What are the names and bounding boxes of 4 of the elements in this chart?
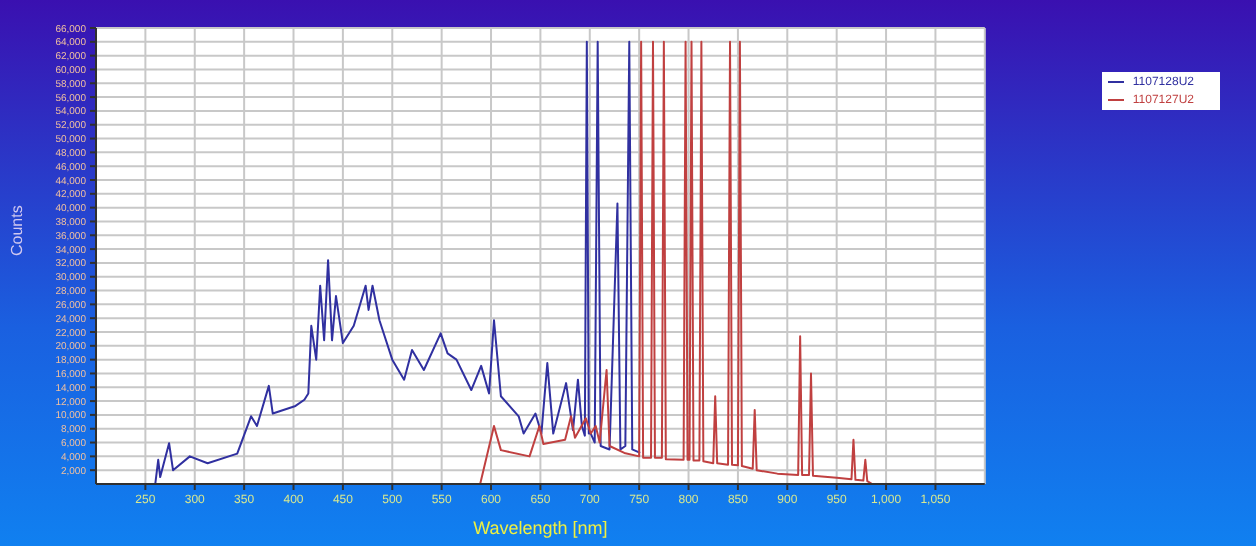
line-series — [479, 40, 874, 484]
line-series — [154, 40, 642, 484]
y-axis-title: Counts — [7, 205, 26, 256]
x-axis-title: Wavelength [nm] — [473, 518, 608, 538]
